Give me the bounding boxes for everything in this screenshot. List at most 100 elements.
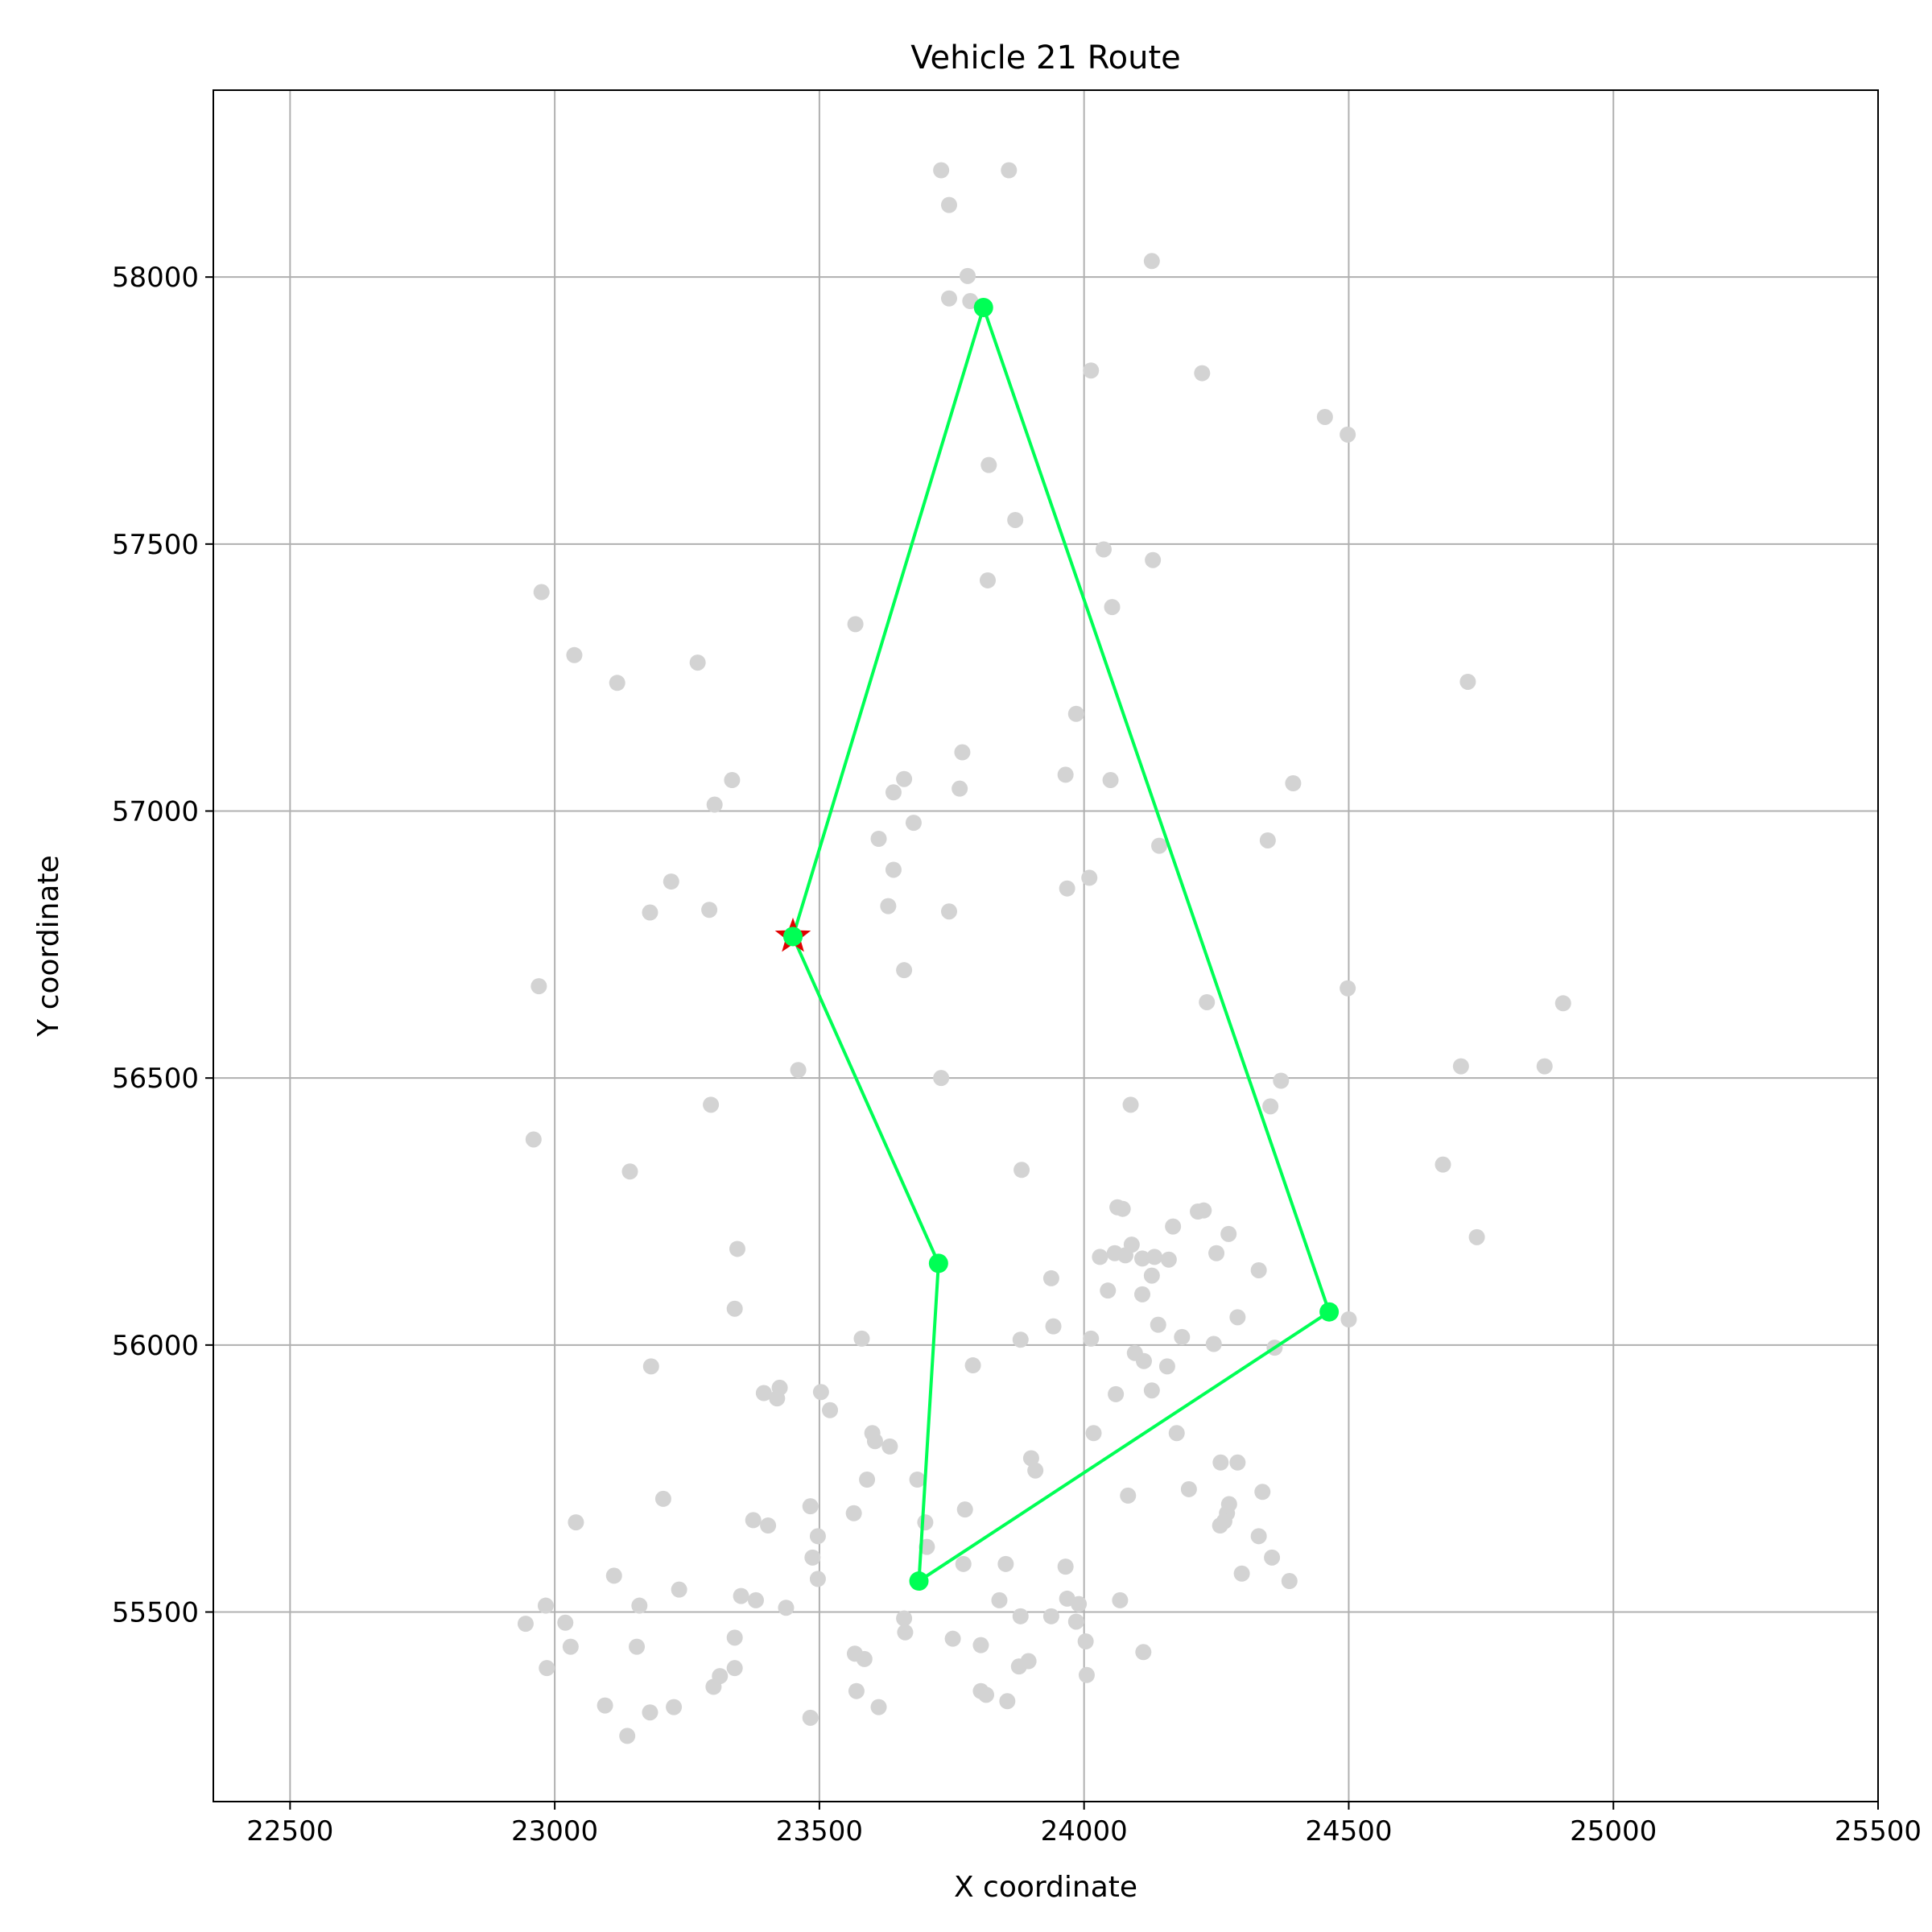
route-stop: [909, 1571, 929, 1591]
customer-point: [1059, 880, 1075, 897]
customer-point: [1250, 1261, 1267, 1278]
customer-point: [881, 1438, 898, 1455]
customer-point: [972, 1637, 989, 1653]
customer-point: [642, 1358, 659, 1375]
customer-point: [747, 1591, 764, 1608]
customer-point: [1057, 766, 1074, 783]
customer-point: [1254, 1484, 1271, 1501]
customer-point: [1468, 1228, 1485, 1245]
customer-point: [964, 1357, 981, 1374]
x-tick-label: 25500: [1835, 1815, 1922, 1847]
customer-point: [809, 1528, 826, 1545]
customer-point: [960, 267, 976, 284]
customer-point: [726, 1660, 743, 1677]
route-stop: [973, 297, 993, 317]
customer-point: [940, 196, 957, 213]
x-tick-label: 24000: [1041, 1815, 1128, 1847]
customer-point: [642, 1704, 658, 1721]
customer-point: [1102, 772, 1119, 789]
x-tick-label: 23000: [511, 1815, 598, 1847]
customer-point: [671, 1581, 687, 1598]
customer-point: [1122, 1096, 1139, 1113]
customer-point: [1108, 1385, 1125, 1402]
customer-point: [845, 1505, 862, 1521]
customer-point: [997, 1555, 1014, 1572]
customer-point: [1199, 993, 1216, 1010]
customer-point: [1229, 1309, 1246, 1326]
customer-point: [1078, 1666, 1095, 1683]
customer-point: [1285, 775, 1302, 792]
customer-point: [705, 1678, 722, 1695]
grid: [213, 90, 1879, 1802]
customer-point: [952, 780, 968, 797]
customer-point: [1135, 1352, 1152, 1369]
x-tick-label: 25000: [1570, 1815, 1657, 1847]
customer-point: [568, 1514, 584, 1531]
customer-point: [802, 1709, 819, 1726]
customer-point: [847, 616, 864, 633]
customer-point: [955, 1555, 972, 1572]
customer-point: [1112, 1591, 1129, 1608]
customer-point: [1027, 1462, 1044, 1479]
customer-point: [870, 831, 887, 848]
customer-point: [1212, 1517, 1228, 1534]
customer-point: [812, 1384, 829, 1401]
customer-point: [1067, 705, 1084, 722]
customer-point: [880, 898, 897, 914]
x-tick-label: 23500: [776, 1815, 863, 1847]
y-tick-label: 57500: [112, 529, 199, 561]
customer-point: [733, 1587, 749, 1604]
customer-point: [804, 1549, 821, 1566]
customer-point: [809, 1571, 826, 1587]
customer-point: [956, 1501, 973, 1518]
customer-point: [1042, 1608, 1059, 1624]
customer-point: [896, 962, 913, 979]
customer-point: [663, 873, 679, 890]
customer-point: [822, 1402, 839, 1418]
y-tick-label: 56000: [112, 1330, 199, 1362]
customer-point: [1160, 1251, 1177, 1268]
customer-point: [539, 1660, 555, 1677]
customer-point: [1096, 541, 1113, 558]
customer-point: [533, 584, 550, 601]
customer-point: [866, 1433, 883, 1450]
customer-point: [1340, 426, 1356, 443]
customer-point: [790, 1062, 807, 1079]
customer-point: [853, 1330, 870, 1347]
customer-point: [1081, 869, 1098, 886]
customer-point: [1165, 1218, 1182, 1235]
customer-point: [979, 572, 996, 588]
customer-point: [1273, 1072, 1290, 1089]
y-tick-label: 56500: [112, 1063, 199, 1095]
customer-point: [1134, 1286, 1151, 1302]
customer-point: [1435, 1156, 1451, 1173]
customer-point: [1233, 1565, 1250, 1582]
customer-point: [1104, 599, 1121, 616]
customer-point: [525, 1131, 542, 1148]
route-stop: [928, 1253, 948, 1274]
customer-point: [778, 1600, 795, 1616]
customer-point: [870, 1699, 887, 1715]
customer-point: [654, 1490, 671, 1507]
customer-point: [631, 1597, 648, 1614]
customer-point: [1250, 1528, 1267, 1545]
customer-point: [909, 1472, 926, 1488]
customer-point: [769, 1390, 786, 1407]
customer-point: [1117, 1247, 1133, 1264]
y-tick-label: 55500: [112, 1597, 199, 1629]
customer-point: [1194, 365, 1211, 382]
customer-point: [755, 1385, 772, 1402]
customer-point: [1071, 1596, 1088, 1612]
customer-point: [933, 1070, 950, 1087]
customer-point: [642, 904, 658, 921]
customer-point: [1012, 1608, 1029, 1624]
customer-point: [1067, 1613, 1084, 1630]
customer-point: [896, 1610, 913, 1627]
customer-point: [1134, 1250, 1151, 1267]
customer-point: [1114, 1200, 1131, 1217]
customer-point: [745, 1512, 762, 1529]
route-path: [791, 305, 1331, 1583]
y-axis-label: Y coordinate: [32, 855, 65, 1037]
